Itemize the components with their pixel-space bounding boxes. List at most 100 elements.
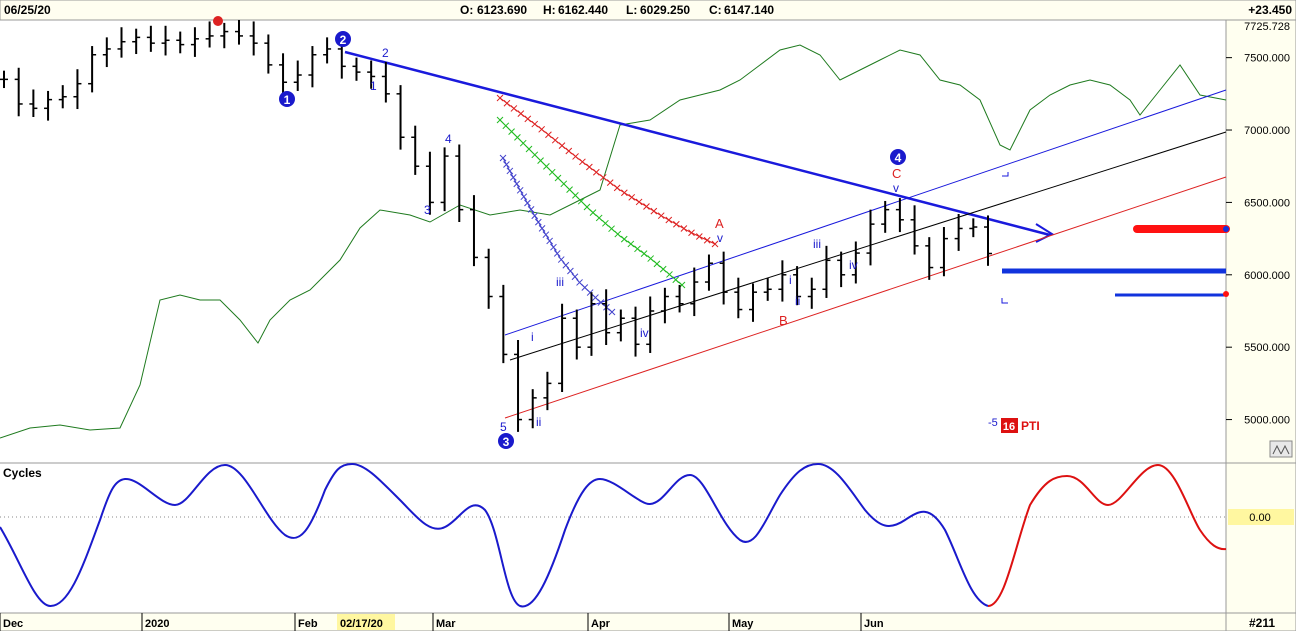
price-bar <box>249 21 258 56</box>
price-ticks: 5000.000 5500.000 6000.000 6500.000 7000.000… <box>1226 53 1290 427</box>
arc-x-mark <box>542 231 550 239</box>
arc-x-mark <box>553 250 561 257</box>
price-bar <box>558 303 567 393</box>
arc-x-mark <box>554 174 562 182</box>
target-red-end-dot <box>1223 291 1229 297</box>
arc-x-mark <box>592 168 600 176</box>
price-bar <box>793 266 802 306</box>
arc-x-mark <box>531 212 539 220</box>
arc-x-mark <box>595 214 603 222</box>
arc-x-mark <box>571 273 579 281</box>
price-bar <box>44 90 53 121</box>
arc-x-mark <box>551 136 559 144</box>
arc-x-mark <box>519 139 527 147</box>
arc-x-mark <box>525 145 533 153</box>
arc-x-mark <box>565 147 573 155</box>
wave-label-iii-second: iii <box>813 237 821 251</box>
arc-x-mark <box>557 256 565 263</box>
price-bar <box>73 69 82 110</box>
price-axis <box>1225 19 1296 464</box>
price-bar <box>323 37 332 64</box>
pti-indicator: -5 16 PTI <box>988 417 1040 433</box>
time-axis <box>0 612 1227 631</box>
arc-x-mark <box>527 206 535 213</box>
wave-label-1: 1 <box>370 79 377 93</box>
arc-x-mark <box>517 110 525 117</box>
arc-x-mark <box>503 99 511 107</box>
x-label-jun: Jun <box>864 618 884 630</box>
price-bar <box>895 198 904 233</box>
arc-x-mark <box>531 120 539 128</box>
price-bar <box>675 284 684 313</box>
price-bar <box>763 277 772 301</box>
price-bar <box>58 85 67 109</box>
wave-label-2: 2 <box>382 46 389 60</box>
arc-x-mark <box>614 230 622 238</box>
price-bar <box>88 46 97 93</box>
price-bar <box>102 37 111 68</box>
x-label-feb: Feb <box>298 618 318 630</box>
arc-x-mark <box>672 276 680 284</box>
arc-x-mark <box>516 186 524 194</box>
arc-x-mark <box>606 179 614 187</box>
price-bar <box>925 237 934 280</box>
arc-x-mark <box>534 218 542 226</box>
arc-x-mark <box>572 192 579 199</box>
price-bar <box>0 70 8 89</box>
price-bar <box>29 89 38 117</box>
price-bar <box>279 53 288 95</box>
arc-x-mark <box>572 153 579 160</box>
wave-labels: 1 2 3 4 1 2 3 4 5 i ii iii iv i ii iii i… <box>279 31 906 449</box>
price-bar <box>631 306 640 357</box>
price-bar <box>161 25 170 56</box>
arc-x-marks <box>496 116 686 289</box>
arc-x-mark <box>576 279 583 286</box>
wave-label-v: v <box>717 231 723 245</box>
arc-x-mark <box>672 220 680 228</box>
arc-x-mark <box>602 219 609 227</box>
arc-x-mark <box>538 125 546 133</box>
price-bar <box>234 20 243 45</box>
price-bar <box>734 277 743 319</box>
arc-x-mark <box>499 154 507 162</box>
circled-wave-2: 2 <box>335 31 351 47</box>
price-bar <box>411 125 420 175</box>
arc-x-mark <box>680 225 688 232</box>
arc-x-mark <box>537 157 544 164</box>
chart-overlays <box>0 16 1230 439</box>
arc-x-mark <box>524 115 532 123</box>
x-label-apr: Apr <box>591 618 611 630</box>
arc-x-mark <box>659 265 667 273</box>
arc-x-mark <box>558 142 566 149</box>
price-bar <box>704 254 713 291</box>
arc-x-mark <box>502 122 510 130</box>
arc-x-mark <box>510 105 518 112</box>
scroll-arrows-icon[interactable] <box>1269 440 1293 458</box>
header-open-label: O: <box>460 3 473 17</box>
arc-x-mark <box>550 243 557 251</box>
svg-text:4: 4 <box>895 151 902 165</box>
arc-x-mark <box>640 250 648 258</box>
svg-text:3: 3 <box>503 435 510 449</box>
channel-black-line <box>509 131 1227 361</box>
arc-x-mark <box>711 240 719 248</box>
arc-x-mark <box>496 116 504 124</box>
price-bar <box>499 284 508 364</box>
wave-label-c: C <box>892 166 901 181</box>
arc-x-mark <box>548 168 556 176</box>
price-bar <box>469 195 478 267</box>
x-label-2020: 2020 <box>145 618 169 630</box>
wave-label-v-second: v <box>893 181 899 195</box>
cycle-zero-highlight <box>1228 509 1294 525</box>
price-bars <box>0 20 992 432</box>
arc-x-mark <box>627 240 635 248</box>
price-bar <box>969 218 978 238</box>
price-bar <box>220 22 229 49</box>
price-bar <box>293 60 302 91</box>
wave-label-iv: iv <box>640 326 649 340</box>
bar-count-label: #211 <box>1249 616 1275 630</box>
arc-x-mark <box>583 203 591 211</box>
wave-label-ii: ii <box>536 415 541 429</box>
y-tick-label: 6500.000 <box>1244 197 1290 209</box>
